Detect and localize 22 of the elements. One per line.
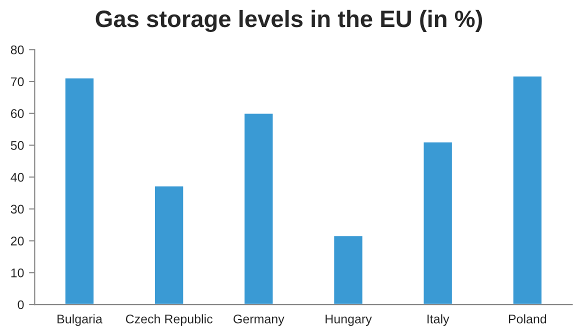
y-tick-label: 40 <box>10 172 24 182</box>
bar <box>422 141 454 305</box>
x-tick-label: Italy <box>428 314 450 326</box>
y-tick-label: 50 <box>10 141 24 150</box>
bar <box>64 76 95 305</box>
y-tick-label: 30 <box>10 204 24 214</box>
y-tick-label: 80 <box>10 45 24 54</box>
bar <box>332 234 364 305</box>
y-tick-label: 10 <box>11 268 24 278</box>
y-tick-label: 20 <box>10 236 24 246</box>
y-tick-label: 0 <box>18 300 24 310</box>
bar <box>512 75 543 305</box>
chart-title: Gas storage levels in the EU (in %) <box>96 10 482 32</box>
x-tick-label: Hungary <box>326 314 372 326</box>
bar <box>243 112 274 305</box>
y-tick-label: 70 <box>11 77 24 86</box>
x-tick-label: Czech Republic <box>126 314 213 326</box>
x-tick-label: Germany <box>234 314 284 326</box>
y-tick-label: 60 <box>10 109 24 118</box>
bar <box>154 184 185 305</box>
x-tick-label: Bulgaria <box>58 314 102 326</box>
x-tick-label: Poland <box>508 314 546 324</box>
